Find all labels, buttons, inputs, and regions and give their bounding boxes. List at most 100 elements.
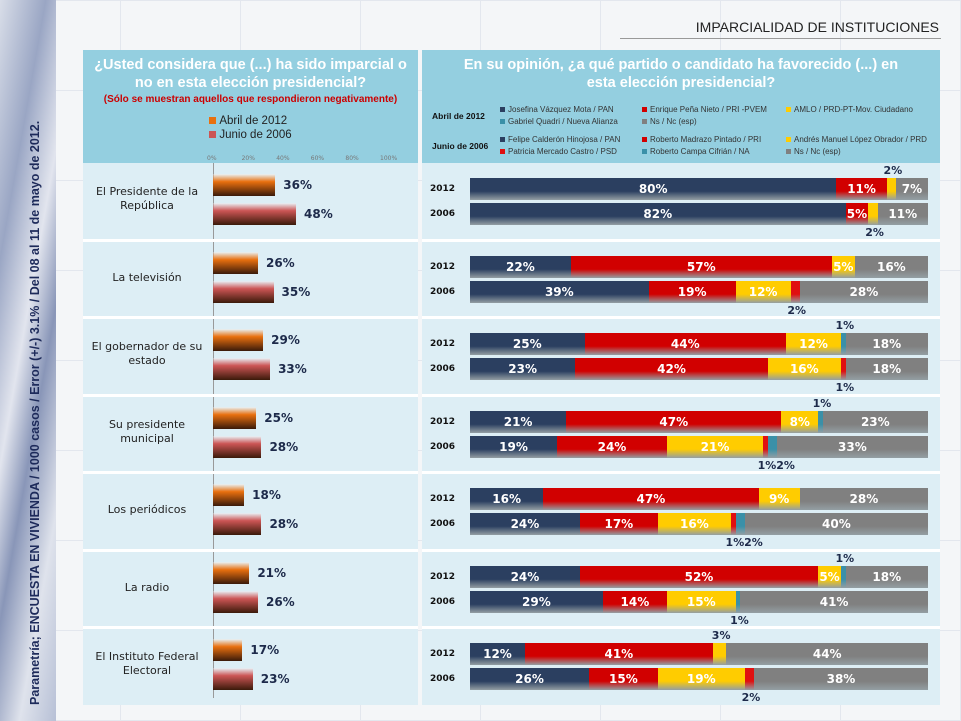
stacked-segment: 41% [524, 643, 713, 665]
segment-data-label: 1% [835, 381, 855, 394]
title-underline [620, 38, 941, 39]
stacked-segment: 19% [470, 435, 558, 458]
stacked-segment: 19% [648, 280, 736, 303]
legend-swatch [786, 107, 791, 112]
stacked-segment: 16% [470, 488, 544, 510]
data-label: 21% [257, 565, 287, 580]
stacked-segment: 22% [470, 255, 571, 278]
stacked-segment: 11% [836, 178, 887, 200]
category-label: Los periódicos [107, 503, 187, 516]
stacked-segment: 5% [818, 565, 841, 588]
bar-2006 [213, 513, 262, 535]
stacked-segment: 40% [744, 513, 928, 535]
stacked-segment: 5% [831, 255, 855, 278]
stacked-segment: 42% [575, 358, 768, 380]
category-label: La televisión [112, 270, 182, 284]
stacked-segment: 5% [845, 203, 869, 225]
year-label: 2006 [430, 364, 456, 374]
segment-data-label: 1% [812, 396, 832, 410]
legend-label: Gabriel Quadri / Nueva Alianza [508, 117, 618, 126]
source-note: Parametría; ENCUESTA EN VIVIENDA / 1000 … [28, 120, 42, 705]
category-label: La radio [124, 580, 170, 594]
stacked-segment: 26% [470, 668, 590, 690]
row-divider [83, 316, 418, 319]
category-label: Su presidente municipal [108, 417, 186, 445]
legend-swatch [642, 149, 647, 154]
segment-data-label: 1% [835, 319, 855, 332]
segment-data-label: 2% [776, 458, 795, 472]
stacked-segment: 23% [822, 410, 928, 433]
stacked-segment: 39% [470, 280, 649, 303]
stacked-segment: 21% [470, 410, 567, 433]
data-label: 28% [269, 439, 299, 454]
stacked-segment [840, 565, 846, 588]
x-tick-label: 60% [310, 155, 325, 162]
decorative-strip [0, 0, 56, 721]
legend-swatch [500, 137, 505, 142]
data-label: 17% [250, 643, 280, 657]
year-label: 2012 [430, 494, 456, 504]
legend-label: Roberto Campa Cifrián / NA [650, 147, 750, 156]
segment-data-label: 2% [787, 303, 807, 317]
segment-data-label: 1% [725, 536, 745, 549]
stacked-segment: 15% [666, 590, 736, 613]
segment-data-label: 1% [835, 551, 855, 565]
legend-item: Roberto Madrazo Pintado / PRI [642, 135, 761, 144]
stacked-segment: 12% [735, 280, 791, 303]
segment-data-label: 2% [741, 691, 761, 704]
legend-item: Andrés Manuel López Obrador / PRD [786, 135, 927, 144]
year-label: 2006 [430, 519, 456, 529]
stacked-segment: 16% [767, 358, 841, 380]
x-tick-label: 100% [380, 155, 398, 162]
segment-data-label: 3% [711, 629, 731, 642]
x-tick-label: 20% [241, 155, 255, 162]
stacked-segment: 9% [758, 488, 800, 510]
bar-2012 [213, 484, 245, 506]
segment-data-label: 2% [883, 164, 903, 177]
row-divider [422, 626, 940, 629]
row-divider [422, 238, 940, 242]
bar-2012 [213, 329, 264, 351]
stacked-segment: 16% [854, 255, 928, 278]
stacked-segment [735, 513, 745, 535]
legend-swatch [642, 107, 647, 112]
year-label: 2012 [430, 339, 456, 349]
stacked-segment: 14% [602, 590, 667, 613]
row-divider [422, 471, 940, 474]
legend-swatch [209, 131, 217, 138]
year-label: 2012 [430, 649, 456, 659]
left-chart-header: ¿Usted considera que (...) ha sido impar… [83, 50, 418, 163]
legend-item: AMLO / PRD-PT-Mov. Ciudadano [786, 105, 913, 114]
legend-label: Andrés Manuel López Obrador / PRD [794, 135, 927, 144]
stacked-segment: 12% [470, 643, 525, 665]
legend-label: Abril de 2012 [219, 115, 288, 127]
row-divider [83, 238, 418, 242]
year-label: 2006 [430, 441, 456, 452]
stacked-segment: 82% [470, 203, 846, 225]
stacked-segment [763, 435, 768, 458]
legend-label: Junio de 2006 [219, 129, 292, 141]
legend-item: Gabriel Quadri / Nueva Alianza [500, 117, 618, 126]
stacked-segment: 44% [726, 643, 928, 665]
data-label: 28% [269, 517, 299, 531]
stacked-segment [818, 410, 823, 433]
stacked-segment: 44% [584, 333, 787, 355]
stacked-segment: 16% [657, 513, 732, 535]
legend-swatch [500, 107, 505, 112]
bar-2006 [213, 435, 262, 458]
segment-data-label: 1% [757, 458, 777, 472]
left-chart-subtitle: (Sólo se muestran aquellos que respondie… [103, 94, 398, 105]
legend-item: Enrique Peña Nieto / PRI -PVEM [642, 105, 767, 114]
stacked-segment: 47% [566, 410, 782, 433]
stacked-segment [790, 280, 800, 303]
data-label: 23% [260, 672, 290, 686]
year-label: 2006 [430, 596, 456, 607]
stacked-segment: 33% [776, 435, 928, 458]
stacked-segment: 80% [470, 178, 837, 200]
bar-2006 [213, 280, 274, 303]
data-label: 26% [265, 594, 295, 609]
stacked-segment [767, 435, 777, 458]
x-tick-label: 80% [345, 155, 359, 162]
year-label: 2012 [430, 571, 456, 582]
stacked-segment [840, 333, 846, 355]
